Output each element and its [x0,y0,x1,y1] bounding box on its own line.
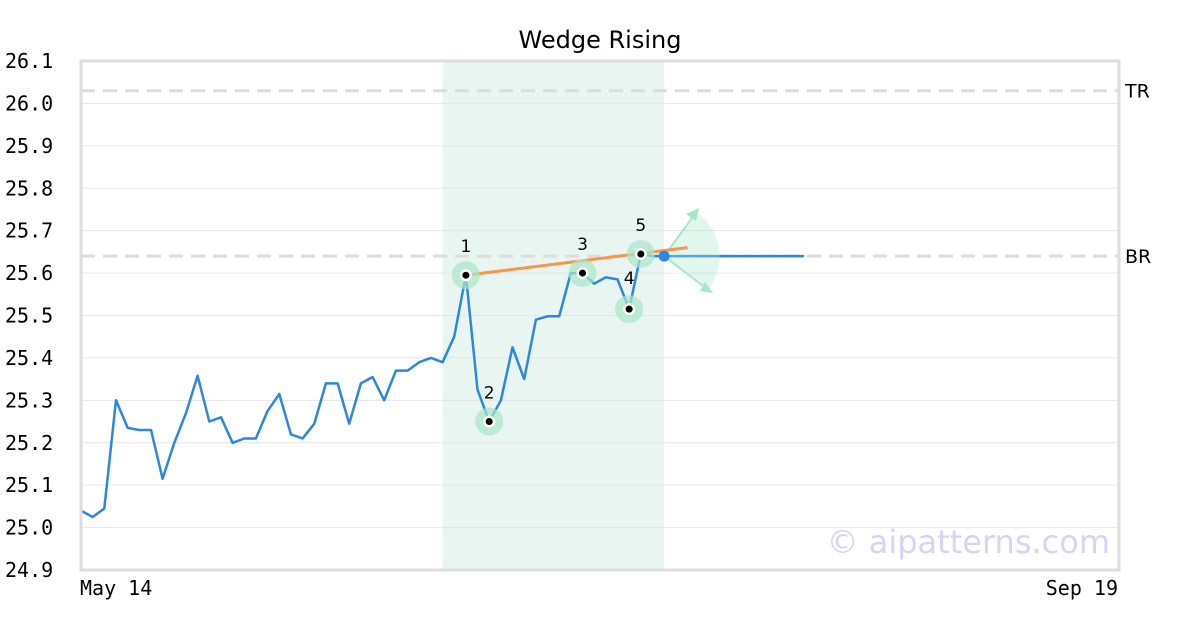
last-price-dot [658,250,670,262]
y-tick-label: 26.0 [5,91,53,115]
pattern-point [625,305,633,313]
watermark: © aipatterns.com [827,523,1110,561]
projection-arrowhead-up [686,208,699,221]
y-tick-label: 25.3 [5,388,53,412]
pattern-point-label: 5 [635,216,646,236]
projection-arrow-down [663,255,708,290]
y-tick-label: 24.9 [5,558,53,582]
pattern-point [637,250,645,258]
projection-arrowhead-down [700,282,713,293]
projection-cone [664,213,720,290]
pattern-point [485,418,493,426]
series-layer [80,252,805,519]
pattern-point [579,269,587,277]
y-tick-label: 25.5 [5,304,53,328]
y-tick-label: 25.0 [5,516,53,540]
y-tick-label: 25.9 [5,134,53,158]
y-tick-label: 25.8 [5,176,53,200]
x-tick-label: Sep 19 [1046,576,1118,600]
y-axis-ticks: 24.9 25.0 25.1 25.2 25.3 25.4 25.5 25.6 25.7 25.8… [5,49,53,582]
pattern-point-label: 4 [624,269,635,289]
y-tick-label: 25.1 [5,473,53,497]
y-tick-label: 25.7 [5,219,53,243]
plot-frame [79,59,1121,572]
chart-title: Wedge Rising [519,26,682,54]
reference-line-label: BR [1125,246,1151,268]
pattern-point-label: 2 [484,384,495,404]
pattern-point-label: 1 [460,237,471,257]
pattern-point-label: 3 [577,235,588,255]
reference-line-label: TR [1124,81,1150,103]
x-tick-label: May 14 [80,576,152,600]
pattern-overlay: 1 2 3 4 5 [451,208,720,436]
x-axis-ticks: May 14 Sep 19 [80,576,1118,600]
reference-lines: TR BR [81,81,1151,268]
y-tick-label: 26.1 [5,49,53,73]
y-tick-label: 25.4 [5,346,53,370]
price-line [80,252,805,519]
y-tick-label: 25.2 [5,431,53,455]
pattern-point [462,271,470,279]
y-tick-label: 25.6 [5,261,53,285]
